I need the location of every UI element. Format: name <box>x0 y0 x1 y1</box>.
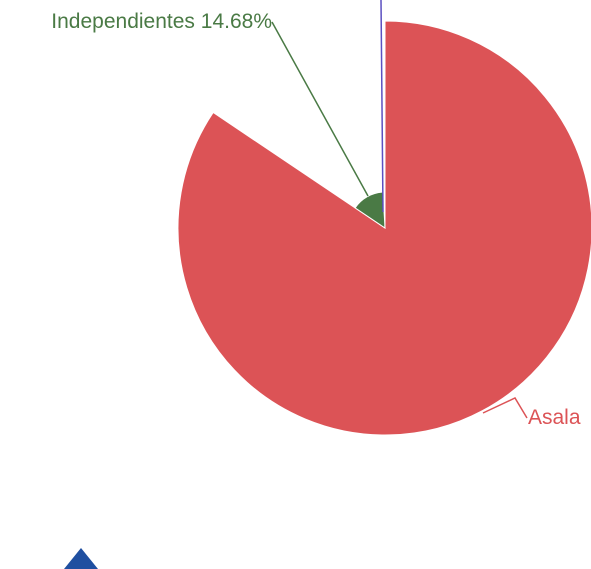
slice-label: Asala <box>528 406 581 429</box>
label-line <box>380 0 384 213</box>
slice-name: Asala <box>528 406 581 429</box>
legend-icon <box>64 548 98 569</box>
label-line <box>271 21 369 197</box>
slice-label: Independientes 14.68% <box>51 10 272 33</box>
slice-name: Independientes <box>51 10 195 33</box>
slice-value: 14.68% <box>201 10 272 33</box>
label-line <box>482 397 528 419</box>
